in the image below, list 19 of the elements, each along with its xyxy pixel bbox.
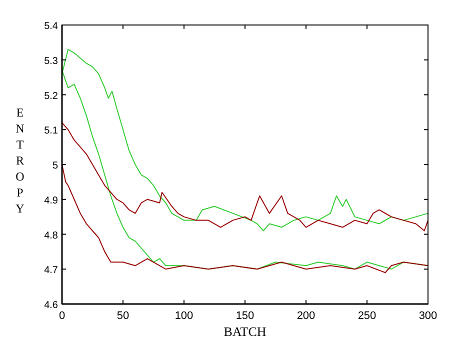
x-tick-label: 50: [116, 310, 130, 322]
x-tick-label: 0: [58, 310, 66, 322]
y-tick-label: 4.9: [44, 195, 58, 206]
y-tick-label: 5.4: [44, 21, 58, 32]
y-axis-title: ENTROPY: [16, 106, 25, 216]
y-tick-label: 4.7: [44, 265, 58, 276]
x-tick-label: 100: [174, 310, 194, 322]
y-tick-label: 5: [52, 160, 58, 172]
y-tick-label: 5.3: [44, 56, 58, 67]
x-tick-label: 250: [358, 310, 376, 322]
x-axis-title: BATCH: [224, 324, 266, 339]
x-tick-label: 150: [236, 310, 254, 322]
y-tick-label: 4.8: [44, 230, 58, 242]
y-tick-label: 5.1: [44, 126, 58, 137]
y-tick-label: 4.6: [44, 300, 58, 311]
x-tick-label: 200: [296, 310, 316, 322]
x-tick-label: 300: [418, 310, 438, 322]
line-series: [62, 122, 428, 232]
y-tick-label: 5.2: [44, 90, 58, 102]
